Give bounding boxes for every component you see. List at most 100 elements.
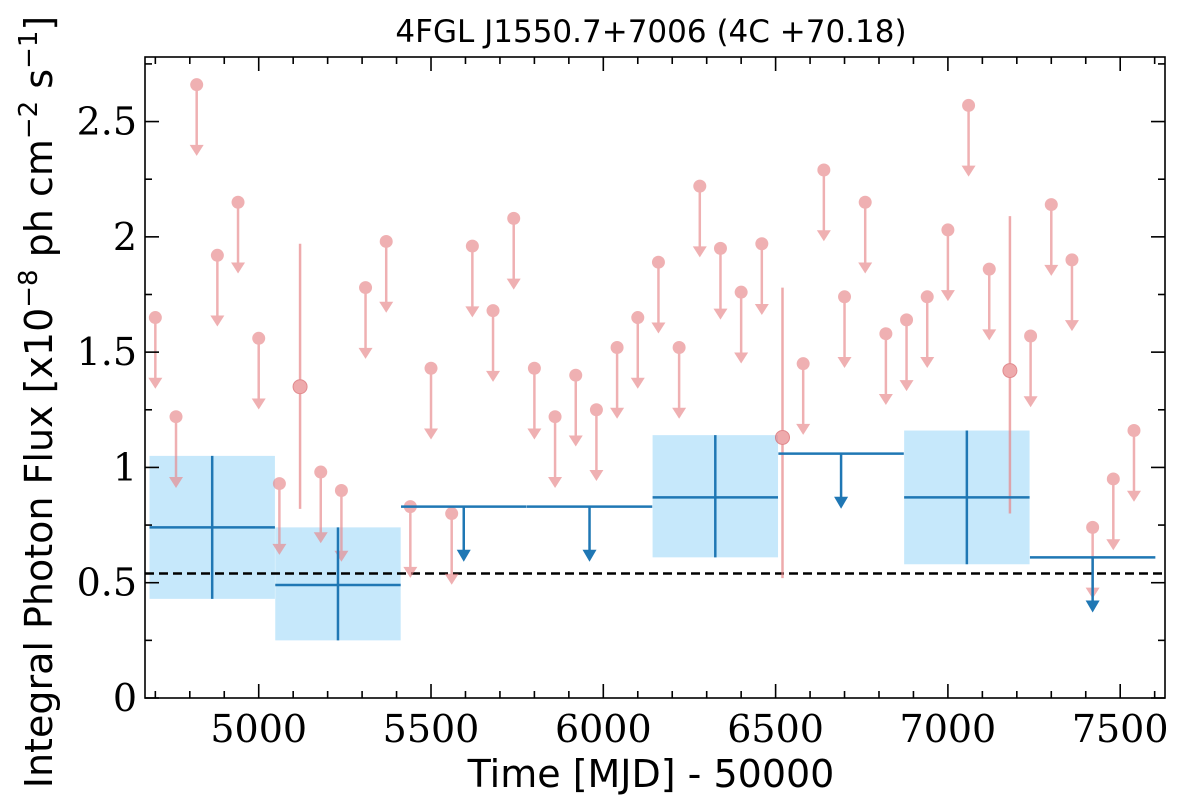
upper-limit-arrow-head <box>231 262 246 274</box>
monthly-upper-limit <box>837 290 852 369</box>
upper-limit-arrow-head <box>358 347 373 359</box>
upper-limit-point <box>838 290 852 304</box>
monthly-upper-limit <box>148 311 163 389</box>
upper-limit-arrow-head <box>940 290 955 302</box>
upper-limit-arrow-head <box>837 357 852 369</box>
monthly-upper-limit <box>589 403 604 482</box>
upper-limit-point <box>1065 253 1079 267</box>
monthly-upper-limit <box>272 477 287 555</box>
upper-limit-point <box>982 262 996 276</box>
upper-limit-arrow-head <box>734 352 749 364</box>
monthly-upper-limit <box>961 98 976 177</box>
upper-limit-arrow-head <box>444 573 459 585</box>
y-axis-label: Integral Photon Flux [x10−8 ph cm−2 s−1] <box>14 16 61 789</box>
upper-limit-arrow-head <box>403 566 418 578</box>
upper-limit-arrow-head <box>251 398 266 410</box>
x-tick-label: 5500 <box>383 707 480 751</box>
upper-limit-point <box>486 304 500 318</box>
upper-limit-arrow-head <box>527 428 542 440</box>
upper-limit-point <box>252 331 266 345</box>
monthly-upper-limit <box>796 357 811 435</box>
yearly-detection <box>275 527 401 641</box>
monthly-upper-limit <box>982 262 997 341</box>
upper-limit-point <box>1044 198 1058 212</box>
yearly-upper-limit <box>526 505 653 562</box>
y-axis-label-bracket: ] <box>17 16 61 31</box>
monthly-upper-limit <box>1044 198 1059 276</box>
monthly-upper-limit <box>169 410 184 488</box>
upper-limit-arrow-head <box>920 357 935 369</box>
y-tick-label: 2 <box>113 215 137 259</box>
upper-limit-arrow-head <box>589 470 604 482</box>
upper-limit-arrow-head <box>1106 539 1121 551</box>
upper-limit-point <box>879 327 893 341</box>
upper-limit-arrow-head <box>961 165 976 177</box>
upper-limit-arrow-head <box>1044 264 1059 276</box>
y-axis-label-unit: ph cm <box>17 139 61 269</box>
upper-limit-point <box>1086 520 1100 534</box>
upper-limit-point <box>920 290 934 304</box>
yearly-detection <box>652 435 779 558</box>
upper-limit-point <box>1024 329 1038 343</box>
x-tick-label: 6500 <box>727 707 824 751</box>
upper-limit-arrow-head <box>486 370 501 382</box>
monthly-upper-limit <box>486 304 501 382</box>
upper-limit-point <box>169 410 183 424</box>
upper-limit-point <box>548 410 562 424</box>
upper-limit-arrow-head <box>651 322 666 334</box>
upper-limit-arrow-head <box>568 435 583 447</box>
monthly-detection <box>775 287 790 579</box>
x-tick-label: 6000 <box>555 707 652 751</box>
x-axis-label: Time [MJD] - 50000 <box>467 752 835 796</box>
plot-frame <box>144 56 1166 699</box>
upper-limit-point <box>359 281 373 295</box>
monthly-upper-limit <box>231 195 246 274</box>
upper-limit-arrow-head <box>834 496 849 509</box>
upper-limit-point <box>334 483 348 497</box>
monthly-upper-limit <box>379 234 394 313</box>
upper-limit-arrow-head <box>506 278 521 290</box>
upper-limit-arrow-head <box>1085 600 1100 613</box>
upper-limit-arrow-head <box>379 301 394 313</box>
upper-limit-arrow-head <box>982 329 997 341</box>
monthly-detection <box>1002 216 1018 514</box>
upper-limit-point <box>858 195 872 209</box>
upper-limit-point <box>1127 424 1141 438</box>
axes-frame: 5000 5500 6000 6500 7000 7500 0 0.5 1 1.5 2 2.5 <box>77 56 1169 751</box>
chart-title: 4FGL J1550.7+7006 (4C +70.18) <box>395 14 906 50</box>
upper-limit-arrow-head <box>754 304 769 316</box>
upper-limit-arrow-head <box>456 549 471 562</box>
upper-limit-arrow-head <box>313 532 328 544</box>
monthly-upper-limit <box>672 341 687 419</box>
upper-limit-point <box>962 98 976 112</box>
upper-limit-point <box>672 341 686 355</box>
monthly-upper-limit <box>527 361 542 440</box>
detection-point <box>292 379 308 395</box>
monthly-upper-limit <box>858 195 873 274</box>
upper-limit-arrow-head <box>1064 320 1079 332</box>
y-tick-label: 1.5 <box>77 330 137 374</box>
monthly-upper-limit <box>568 368 583 447</box>
monthly-upper-limit <box>424 361 439 440</box>
yearly-upper-limit <box>401 505 527 562</box>
y-tick-label: 0 <box>113 676 137 720</box>
detection-point <box>1002 363 1018 379</box>
upper-limit-point <box>693 179 707 193</box>
upper-limit-point <box>148 311 162 325</box>
monthly-upper-limit <box>734 285 749 364</box>
upper-limit-arrow-head <box>858 262 873 274</box>
upper-limit-point <box>272 477 286 491</box>
upper-limit-arrow-head <box>582 549 597 562</box>
upper-limit-point <box>796 357 810 371</box>
upper-limit-point <box>900 313 914 327</box>
monthly-upper-limit <box>251 331 266 410</box>
monthly-upper-limit <box>754 237 769 316</box>
upper-limit-arrow-head <box>272 543 287 555</box>
upper-limit-arrow-head <box>692 246 707 258</box>
yearly-upper-limit <box>1029 556 1156 613</box>
monthly-upper-limit <box>610 341 625 419</box>
upper-limit-arrow-head <box>189 144 204 156</box>
y-tick-label: 1 <box>113 445 137 489</box>
upper-limit-point <box>589 403 603 417</box>
monthly-bin-layer <box>148 78 1141 599</box>
